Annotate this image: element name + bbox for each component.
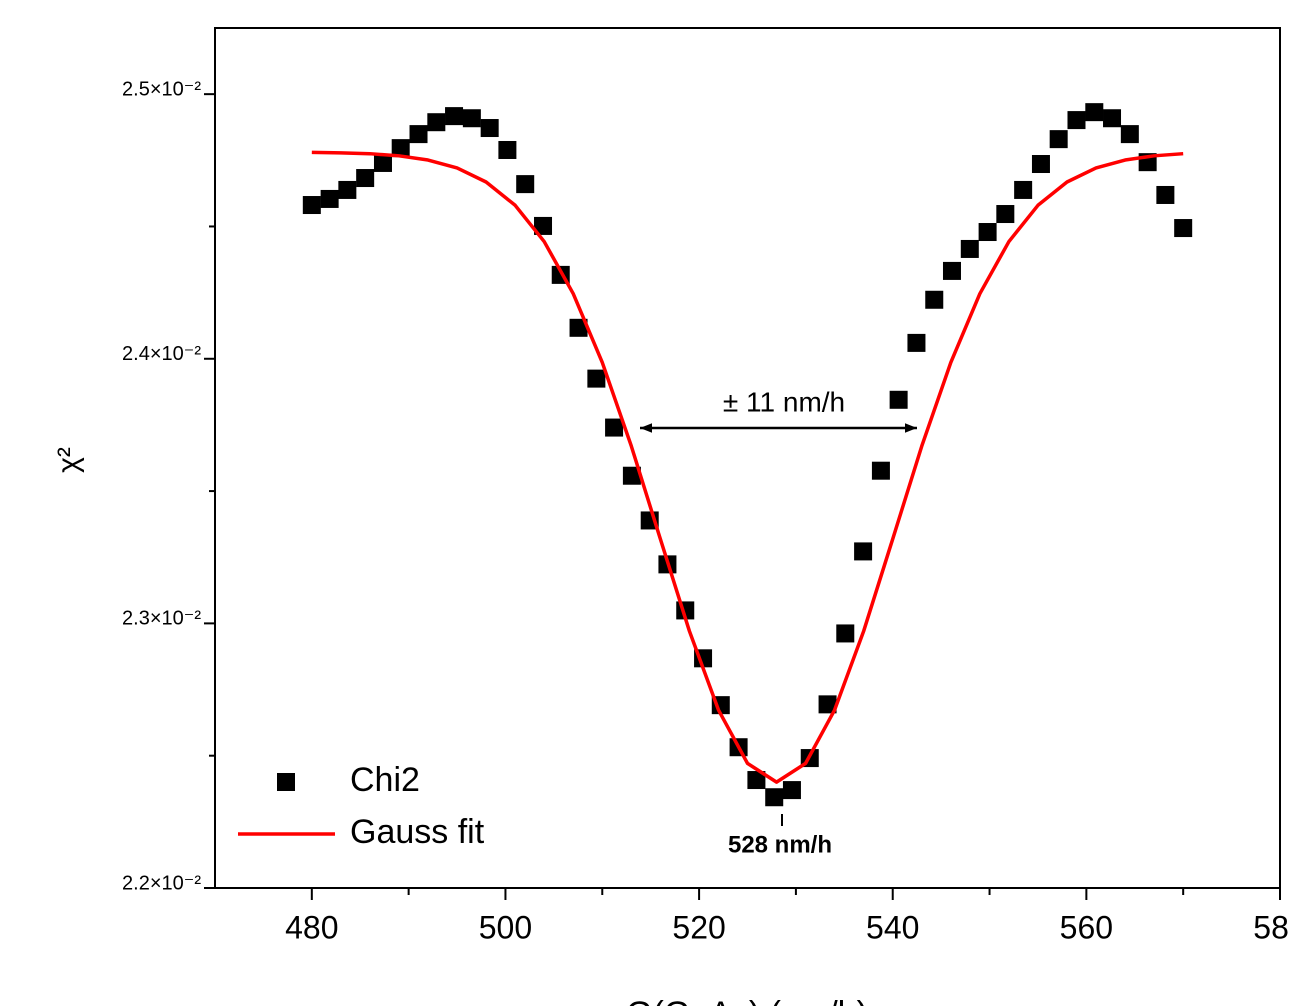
scatter-point — [1049, 130, 1068, 149]
x-tick-label: 580 — [1253, 909, 1290, 945]
scatter-point — [373, 153, 392, 172]
y-tick-label: 2.5×10⁻² — [122, 78, 201, 100]
fit-line — [311, 150, 1184, 784]
scatter-point — [871, 461, 890, 480]
scatter-point — [320, 189, 339, 208]
scatter-point — [907, 333, 926, 352]
scatter-point — [925, 290, 944, 309]
x-tick-label: 560 — [1060, 909, 1113, 945]
scatter-point — [1174, 219, 1193, 238]
scatter-point — [462, 109, 481, 128]
legend-marker — [277, 773, 295, 791]
scatter-point — [516, 175, 535, 194]
scatter-point — [622, 466, 641, 485]
scatter-point — [569, 318, 588, 337]
scatter-point — [1067, 111, 1086, 130]
scatter-point — [854, 542, 873, 561]
y-tick-label: 2.2×10⁻² — [122, 872, 201, 894]
x-axis-label: G(GaAs) (nm/h) — [626, 995, 868, 1006]
scatter-point — [1014, 180, 1033, 199]
scatter-point — [960, 239, 979, 258]
scatter-point — [996, 205, 1015, 224]
scatter-point — [765, 788, 784, 807]
scatter-point — [480, 119, 499, 138]
legend-label: Gauss fit — [350, 813, 485, 851]
scatter-point — [818, 695, 837, 714]
scatter-point — [978, 223, 997, 242]
scatter-point — [1103, 109, 1122, 128]
scatter-point — [747, 771, 766, 790]
scatter-point — [356, 169, 375, 188]
annotation: ± 11 nm/h — [723, 386, 845, 417]
scatter-point — [409, 125, 428, 144]
scatter-point — [498, 140, 517, 159]
y-tick-label: 2.4×10⁻² — [122, 343, 201, 365]
scatter-point — [534, 216, 553, 235]
scatter-point — [302, 196, 321, 215]
scatter-point — [1156, 185, 1175, 204]
scatter-point — [782, 781, 801, 800]
x-tick-label: 500 — [479, 909, 532, 945]
scatter-point — [889, 390, 908, 409]
y-tick-label: 2.3×10⁻² — [122, 608, 201, 630]
y-axis-label: χ² — [52, 447, 85, 473]
scatter-point — [338, 180, 357, 199]
annotation: 528 nm/h — [728, 831, 832, 858]
x-tick-label: 520 — [672, 909, 725, 945]
scatter-point — [942, 261, 961, 280]
scatter-point — [445, 107, 464, 126]
scatter-point — [1031, 155, 1050, 174]
scatter-point — [605, 418, 624, 437]
scatter-point — [587, 369, 606, 388]
x-tick-label: 480 — [285, 909, 338, 945]
legend-label: Chi2 — [350, 761, 420, 799]
scatter-point — [427, 113, 446, 132]
scatter-point — [391, 139, 410, 158]
scatter-point — [836, 624, 855, 643]
x-tick-label: 540 — [866, 909, 919, 945]
plot-frame — [214, 27, 1281, 889]
scatter-point — [1120, 125, 1139, 144]
scatter-point — [1085, 103, 1104, 122]
